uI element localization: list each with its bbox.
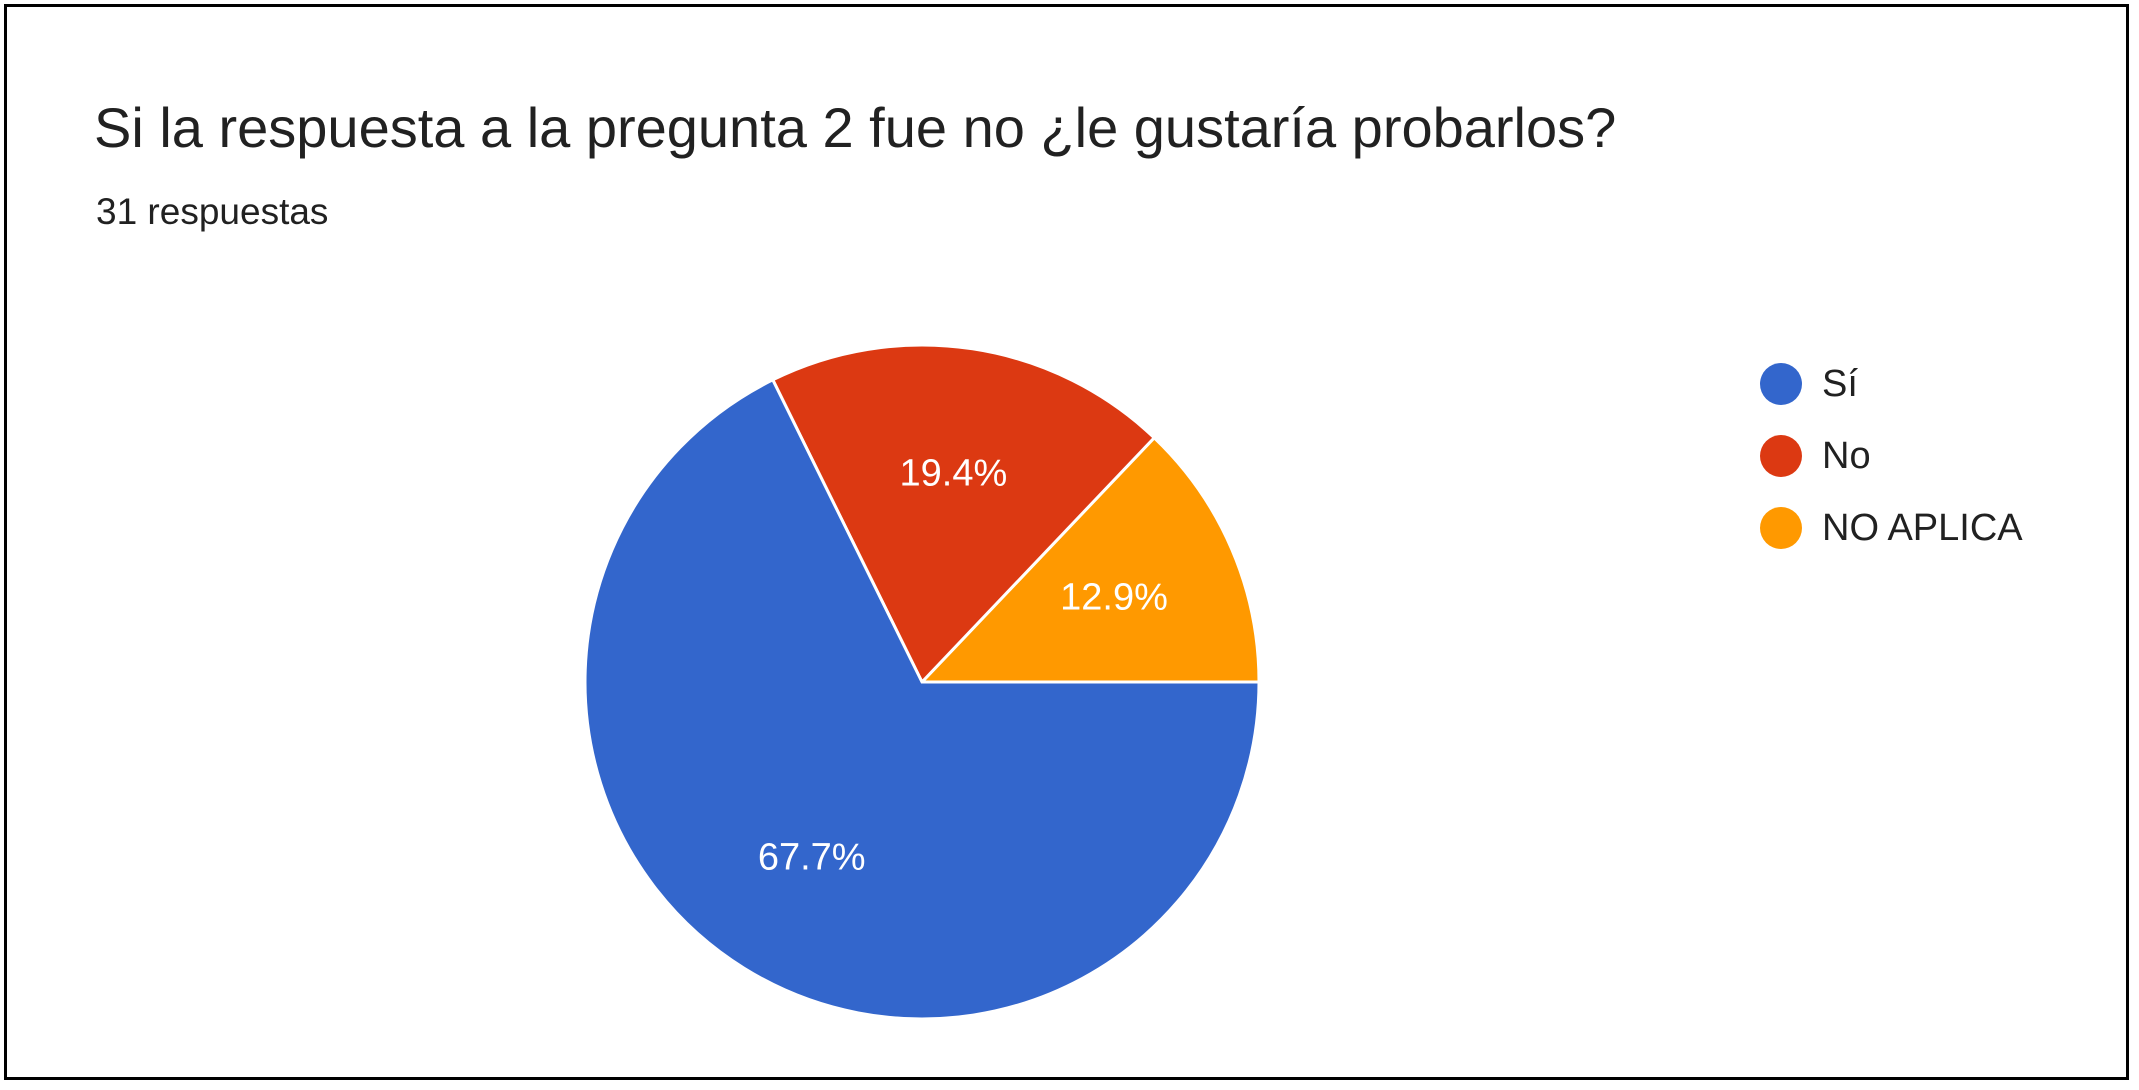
chart-title: Si la respuesta a la pregunta 2 fue no ¿… — [94, 96, 1617, 159]
pie-label-si: 67.7% — [758, 836, 866, 878]
legend-item-no[interactable]: No — [1760, 420, 2023, 492]
legend-item-no-aplica[interactable]: NO APLICA — [1760, 492, 2023, 564]
pie-label-no-aplica: 12.9% — [1060, 577, 1168, 619]
legend-swatch-no-aplica — [1760, 507, 1802, 549]
pie-label-no: 19.4% — [900, 452, 1008, 494]
legend-swatch-no — [1760, 435, 1802, 477]
legend-item-si[interactable]: Sí — [1760, 348, 2023, 420]
response-count: 31 respuestas — [96, 191, 329, 232]
pie-slice-no-aplica[interactable] — [918, 435, 1261, 684]
chart-legend: Sí No NO APLICA — [1760, 348, 2023, 564]
legend-label-si: Sí — [1822, 362, 1858, 405]
legend-label-no: No — [1822, 434, 1871, 477]
legend-swatch-si — [1760, 363, 1802, 405]
legend-label-no-aplica: NO APLICA — [1822, 506, 2023, 549]
pie-slice-si[interactable] — [583, 377, 1261, 1021]
pie-slice-no[interactable] — [770, 343, 1157, 685]
